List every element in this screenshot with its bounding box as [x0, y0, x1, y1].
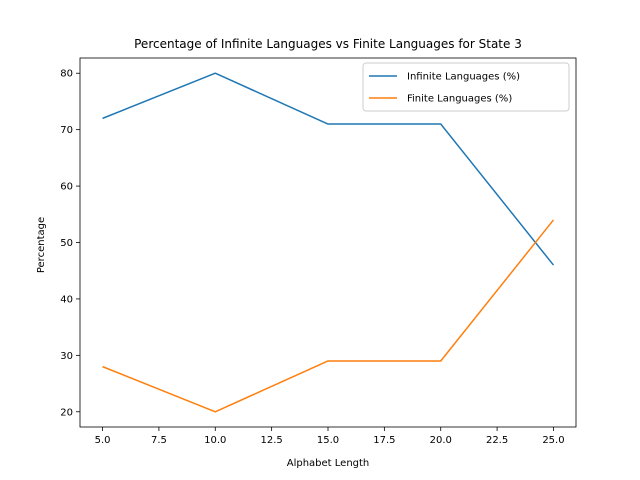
axes-frame — [79, 57, 577, 428]
x-tick-label: 7.5 — [151, 435, 167, 446]
x-axis-title: Alphabet Length — [287, 458, 370, 469]
x-tick-label: 10.0 — [204, 435, 226, 446]
x-tick-label: 25.0 — [542, 435, 564, 446]
legend: Infinite Languages (%) Finite Languages (… — [362, 62, 570, 112]
x-tick-label: 20.0 — [430, 435, 452, 446]
y-tick-label: 80 — [60, 69, 73, 80]
legend-box — [362, 62, 570, 112]
x-tick-label: 22.5 — [486, 435, 508, 446]
y-tick-label: 20 — [60, 407, 73, 418]
legend-label-2: Finite Languages (%) — [407, 94, 512, 105]
x-tick-label: 17.5 — [373, 435, 395, 446]
y-tick-label: 30 — [60, 351, 73, 362]
y-tick-label: 40 — [60, 294, 73, 305]
y-tick-label: 60 — [60, 182, 73, 193]
chart-title: Percentage of Infinite Languages vs Fini… — [134, 37, 522, 51]
legend-label-1: Infinite Languages (%) — [407, 72, 520, 83]
y-tick-label: 70 — [60, 125, 73, 136]
x-tick-label: 5.0 — [95, 435, 111, 446]
plot-area: 5.0 7.5 10.0 12.5 15.0 17.5 20.0 22.5 25.0 20 30 40… — [60, 57, 577, 446]
y-tick-label: 50 — [60, 238, 73, 249]
x-tick-label: 15.0 — [317, 435, 339, 446]
y-axis-title: Percentage — [36, 217, 47, 273]
x-tick-label: 12.5 — [261, 435, 283, 446]
